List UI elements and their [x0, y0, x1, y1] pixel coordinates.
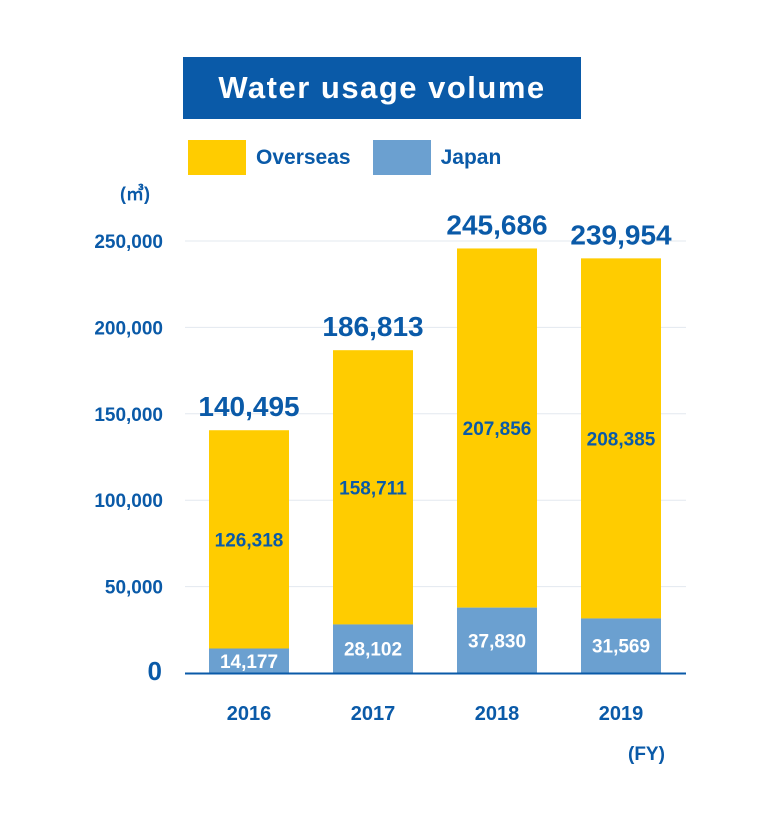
legend-label-overseas: Overseas	[256, 145, 351, 169]
chart-title: Water usage volume	[218, 70, 546, 105]
legend: Overseas Japan	[188, 140, 523, 175]
legend-label-japan: Japan	[440, 145, 502, 169]
legend-swatch-japan	[372, 140, 431, 175]
bar-japan	[209, 648, 289, 673]
bar-japan	[333, 624, 413, 673]
bar-japan	[457, 607, 537, 673]
data-label-overseas: 126,318	[215, 530, 284, 551]
total-label: 239,954	[570, 219, 672, 250]
legend-swatch-overseas	[188, 140, 246, 175]
x-tick-label: 2019	[599, 703, 644, 725]
y-tick-label: 150,000	[94, 405, 163, 426]
y-tick-label: 250,000	[94, 232, 163, 253]
data-label-overseas: 207,856	[463, 419, 532, 440]
data-label-overseas: 158,711	[339, 478, 407, 499]
bar-overseas	[457, 248, 537, 608]
data-label-japan: 28,102	[344, 640, 402, 661]
data-label-japan: 31,569	[592, 637, 650, 658]
y-tick-label: 50,000	[105, 578, 163, 599]
y-tick-label: 0	[148, 656, 162, 686]
chart-title-box: Water usage volume	[183, 57, 581, 119]
x-axis-label: (FY)	[628, 744, 665, 765]
x-tick-label: 2018	[475, 703, 520, 725]
bar-overseas	[209, 430, 289, 649]
legend-item-overseas: Overseas	[188, 140, 351, 175]
x-tick-label: 2016	[227, 703, 272, 725]
data-label-japan: 14,177	[220, 652, 278, 673]
total-label: 186,813	[322, 311, 423, 342]
x-tick-label: 2017	[351, 703, 396, 725]
legend-item-japan: Japan	[372, 140, 502, 175]
total-label: 245,686	[446, 209, 547, 240]
bar-overseas	[581, 258, 661, 619]
y-axis-unit-label: (㎥)	[120, 184, 150, 204]
data-label-overseas: 208,385	[587, 429, 656, 450]
y-tick-label: 100,000	[94, 491, 163, 512]
data-label-japan: 37,830	[468, 631, 526, 652]
bar-overseas	[333, 350, 413, 625]
y-tick-label: 200,000	[94, 318, 163, 339]
total-label: 140,495	[198, 391, 299, 422]
bar-japan	[581, 618, 661, 673]
